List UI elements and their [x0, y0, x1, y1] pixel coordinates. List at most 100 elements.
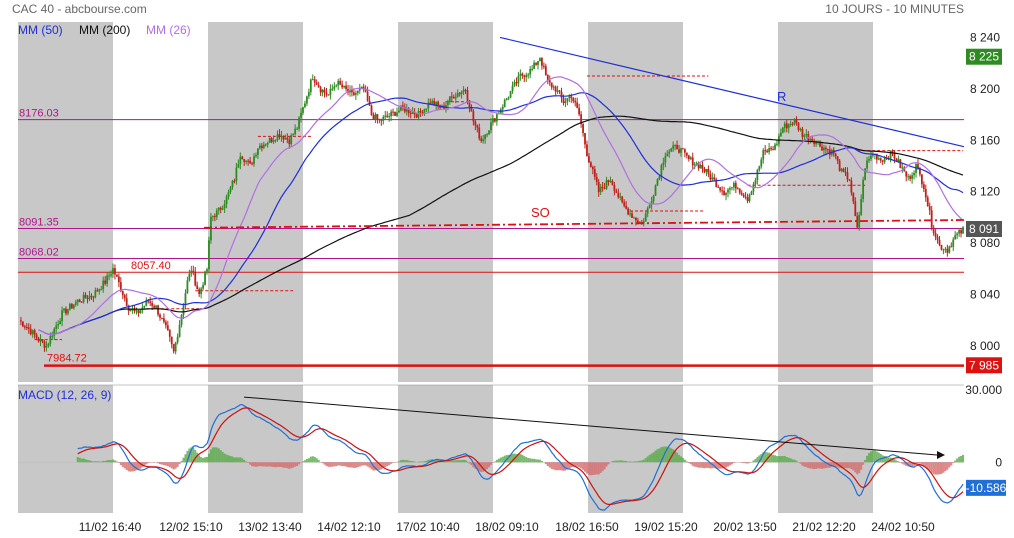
candle-body: [877, 158, 880, 160]
macd-hist-bar: [887, 457, 890, 463]
candle-body: [153, 306, 156, 308]
macd-hist-bar: [417, 461, 420, 463]
macd-hist-bar: [613, 460, 616, 463]
candle-body: [654, 185, 657, 196]
candle-body: [850, 180, 853, 193]
macd-hist-bar: [233, 457, 236, 463]
candle-body: [772, 149, 774, 151]
candle-body: [658, 176, 661, 180]
candle-body: [286, 137, 289, 140]
candle-body: [462, 89, 465, 92]
macd-hist-bar: [932, 462, 935, 475]
candle-body: [840, 168, 843, 171]
candle-body: [750, 191, 753, 195]
macd-hist-bar: [858, 462, 861, 474]
candle-body: [595, 176, 598, 183]
macd-hist-bar: [785, 456, 788, 463]
candle-body: [864, 168, 866, 180]
macd-hist-bar: [253, 462, 256, 467]
candle-body: [924, 189, 927, 198]
macd-hist-bar: [251, 462, 254, 467]
candle-body: [388, 116, 391, 118]
macd-hist-bar: [419, 461, 422, 463]
macd-hist-bar: [84, 459, 87, 463]
candle-body: [27, 327, 30, 329]
candle-body: [166, 325, 169, 330]
candle-body: [785, 123, 788, 129]
macd-hist-bar: [333, 462, 336, 467]
candle-body: [713, 177, 716, 180]
macd-hist-bar: [268, 462, 271, 467]
macd-hist-bar: [186, 450, 189, 463]
macd-hist-bar: [623, 460, 626, 463]
signal-line: [77, 407, 964, 505]
time-tick-label: 24/02 10:50: [871, 520, 935, 534]
candle-body: [490, 122, 492, 131]
macd-hist-bar: [580, 462, 583, 469]
macd-hist-bar: [601, 462, 604, 472]
macd-hist-bar: [264, 462, 267, 467]
macd-hist-bar: [162, 462, 165, 466]
macd-hist-bar: [537, 459, 540, 463]
macd-hist-bar: [920, 462, 923, 465]
candle-body: [157, 305, 159, 315]
macd-hist-bar: [877, 452, 880, 463]
candle-body: [754, 180, 757, 185]
macd-hist-bar: [683, 459, 686, 463]
candle-body: [323, 89, 326, 93]
macd-hist-bar: [529, 458, 532, 463]
macd-hist-bar: [407, 460, 410, 463]
candle-body: [464, 89, 467, 91]
session-shade-macd: [18, 385, 113, 513]
macd-hist-bar: [231, 456, 234, 463]
candle-body: [764, 150, 767, 152]
macd-hist-bar: [384, 462, 387, 468]
candle-body: [635, 217, 637, 221]
candle-body: [458, 93, 461, 95]
macd-hist-bar: [164, 462, 167, 466]
candle-body: [427, 102, 430, 109]
candle-body: [715, 179, 718, 187]
macd-hist-bar: [347, 462, 350, 468]
macd-hist-bar: [460, 460, 463, 463]
candle-body: [740, 192, 743, 195]
badge-low-bg: [966, 357, 1002, 374]
candle-body: [537, 61, 539, 65]
macd-hist-bar: [811, 462, 814, 469]
candle-body: [905, 171, 908, 177]
macd-hist-bar: [390, 462, 393, 464]
macd-hist-bar: [901, 462, 904, 464]
level-label: 8068.02: [19, 247, 59, 259]
price-tick-label: 8 120: [970, 185, 1000, 199]
macd-hist-bar: [245, 461, 248, 463]
candle-body: [352, 92, 355, 95]
macd-hist-bar: [756, 456, 759, 463]
candle-body: [190, 270, 193, 274]
session-shade: [398, 22, 493, 382]
macd-hist-bar: [852, 462, 855, 471]
candle-body: [339, 80, 342, 85]
candle-body: [119, 282, 122, 291]
macd-hist-bar: [918, 462, 921, 464]
candle-body: [149, 301, 152, 304]
macd-hist-bar: [832, 462, 835, 467]
candle-body: [727, 189, 729, 193]
candle-body: [779, 132, 782, 137]
candle-body: [378, 118, 381, 120]
candle-body: [552, 86, 555, 88]
candle-body: [356, 90, 359, 94]
macd-line: [77, 404, 964, 511]
candle-body: [186, 280, 189, 294]
macd-hist-bar: [521, 454, 524, 463]
macd-hist-bar: [685, 461, 688, 463]
candle-body: [517, 75, 520, 84]
candle-body: [956, 233, 959, 236]
macd-hist-bar: [145, 462, 148, 465]
macd-last-badge-bg: [966, 479, 1006, 496]
candle-body: [781, 127, 784, 133]
macd-hist-bar: [864, 459, 867, 463]
candle-body: [298, 117, 300, 129]
macd-hist-bar: [819, 462, 822, 469]
candle-body: [872, 154, 874, 156]
candle-body: [313, 79, 316, 83]
